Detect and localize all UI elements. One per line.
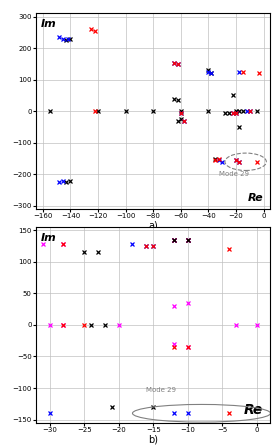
Text: a): a) bbox=[148, 221, 158, 231]
Text: Re: Re bbox=[244, 403, 263, 417]
Text: b): b) bbox=[148, 434, 158, 444]
Text: Im: Im bbox=[41, 19, 56, 29]
Text: Mode 29: Mode 29 bbox=[146, 388, 176, 393]
Text: Mode 29: Mode 29 bbox=[219, 171, 250, 177]
Text: Re: Re bbox=[248, 193, 263, 203]
Text: Im: Im bbox=[41, 233, 56, 243]
